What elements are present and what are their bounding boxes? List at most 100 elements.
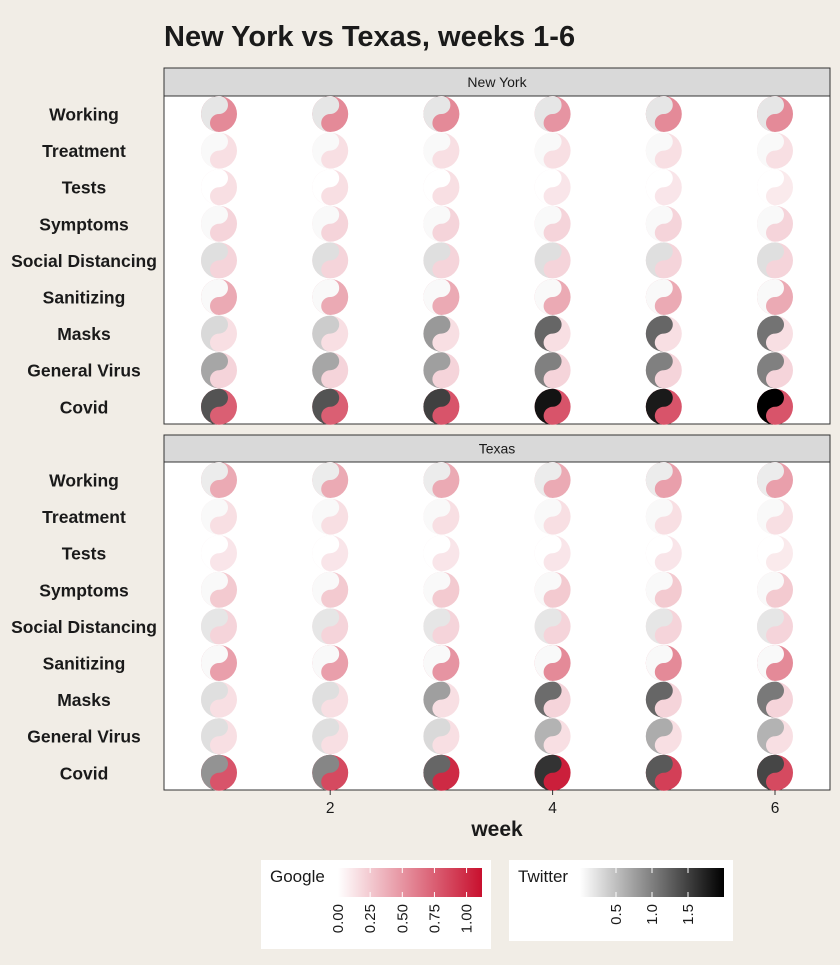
legend-twitter-tick-label-0: 0.5 xyxy=(608,904,625,925)
glyph-texas-general-virus-week-3 xyxy=(423,718,460,755)
glyph-new-york-covid-week-6-twitter-half xyxy=(757,388,784,425)
x-axis: 2 4 6 xyxy=(326,790,779,817)
glyph-new-york-sanitizing-week-2-twitter-half xyxy=(312,279,340,315)
glyph-new-york-working-week-6 xyxy=(757,96,793,132)
glyph-new-york-treatment-week-5-twitter-half xyxy=(645,132,673,169)
glyph-texas-working-week-6 xyxy=(757,462,793,498)
glyph-texas-covid-week-5 xyxy=(645,754,682,791)
glyph-texas-treatment-week-5-twitter-half xyxy=(645,498,673,535)
glyph-texas-symptoms-week-3-twitter-half xyxy=(423,571,451,608)
glyph-new-york-tests-week-2 xyxy=(312,169,349,206)
glyph-new-york-working-week-2-twitter-half xyxy=(312,96,340,132)
glyph-new-york-treatment-week-2-twitter-half xyxy=(312,132,340,169)
legend-google-tick-label-0: 0.00 xyxy=(330,904,347,933)
y-tick-label-texas-treatment: Treatment xyxy=(42,507,126,527)
facet-panels: New York Working Treatment Tests Symptoms Soc… xyxy=(11,67,831,791)
glyph-new-york-masks-week-1-twitter-half xyxy=(201,315,228,352)
glyph-texas-social-distancing-week-3 xyxy=(423,608,460,645)
glyph-texas-social-distancing-week-6 xyxy=(757,608,793,645)
glyph-new-york-tests-week-5 xyxy=(645,169,682,206)
glyph-new-york-symptoms-week-3 xyxy=(423,205,460,242)
glyph-new-york-social-distancing-week-3-twitter-half xyxy=(423,242,451,279)
glyph-texas-masks-week-5-twitter-half xyxy=(645,681,673,718)
glyph-texas-covid-week-1 xyxy=(201,754,237,791)
legend-google-tick-label-2: 0.50 xyxy=(394,904,411,933)
glyph-new-york-masks-week-2 xyxy=(312,315,349,352)
glyph-texas-symptoms-week-5-twitter-half xyxy=(645,571,673,608)
y-tick-label-texas-working: Working xyxy=(49,471,119,491)
facet-new-york: New York Working Treatment Tests Symptoms Soc… xyxy=(11,67,831,425)
glyph-new-york-general-virus-week-1-twitter-half xyxy=(201,352,228,389)
glyph-new-york-symptoms-week-4-twitter-half xyxy=(534,205,562,242)
glyph-texas-tests-week-1 xyxy=(201,535,237,572)
glyph-texas-treatment-week-5 xyxy=(645,498,682,535)
glyph-new-york-social-distancing-week-6 xyxy=(757,242,793,279)
glyph-new-york-sanitizing-week-5 xyxy=(645,279,682,315)
glyph-texas-working-week-6-twitter-half xyxy=(757,462,784,498)
legend-google-title: Google xyxy=(270,867,325,886)
glyph-texas-symptoms-week-2 xyxy=(312,571,349,608)
glyph-texas-masks-week-5 xyxy=(645,681,682,718)
glyph-texas-treatment-week-1 xyxy=(201,498,237,535)
glyph-new-york-treatment-week-3-twitter-half xyxy=(423,132,451,169)
glyph-new-york-tests-week-2-twitter-half xyxy=(312,169,340,206)
glyph-new-york-general-virus-week-4-twitter-half xyxy=(534,352,562,389)
glyph-texas-symptoms-week-4-twitter-half xyxy=(534,571,562,608)
glyph-texas-sanitizing-week-3-twitter-half xyxy=(423,645,451,681)
glyph-new-york-symptoms-week-1-twitter-half xyxy=(201,205,228,242)
glyph-new-york-symptoms-week-6-twitter-half xyxy=(757,205,784,242)
glyph-texas-covid-week-4 xyxy=(534,754,571,791)
glyph-texas-masks-week-4 xyxy=(534,681,571,718)
glyph-texas-tests-week-2 xyxy=(312,535,349,572)
glyph-new-york-symptoms-week-5-twitter-half xyxy=(645,205,673,242)
glyph-texas-general-virus-week-5 xyxy=(645,718,682,755)
glyph-new-york-social-distancing-week-4-twitter-half xyxy=(534,242,562,279)
legend-google-tick-label-1: 0.25 xyxy=(362,904,379,933)
glyph-texas-social-distancing-week-4-twitter-half xyxy=(534,608,562,645)
glyph-new-york-tests-week-6-twitter-half xyxy=(757,169,784,206)
glyph-texas-tests-week-6-twitter-half xyxy=(757,535,784,572)
glyph-new-york-treatment-week-3 xyxy=(423,132,460,169)
glyph-new-york-symptoms-week-1 xyxy=(201,205,237,242)
glyph-texas-social-distancing-week-1-twitter-half xyxy=(201,608,228,645)
glyph-texas-general-virus-week-3-twitter-half xyxy=(423,718,451,755)
glyph-new-york-social-distancing-week-2 xyxy=(312,242,349,279)
y-tick-label-texas-covid: Covid xyxy=(60,763,109,783)
glyph-texas-symptoms-week-4 xyxy=(534,571,571,608)
glyph-texas-covid-week-1-twitter-half xyxy=(201,754,228,791)
glyph-texas-sanitizing-week-2-twitter-half xyxy=(312,645,340,681)
glyph-texas-working-week-2-twitter-half xyxy=(312,462,340,498)
y-tick-label-new-york-masks: Masks xyxy=(57,324,111,344)
y-tick-label-new-york-tests: Tests xyxy=(62,178,107,198)
glyph-texas-working-week-2 xyxy=(312,462,349,498)
glyph-new-york-masks-week-3-twitter-half xyxy=(423,315,451,352)
glyph-texas-tests-week-1-twitter-half xyxy=(201,535,228,572)
glyph-texas-social-distancing-week-2-twitter-half xyxy=(312,608,340,645)
glyph-texas-social-distancing-week-5 xyxy=(645,608,682,645)
glyph-new-york-tests-week-4-twitter-half xyxy=(534,169,562,206)
glyph-texas-social-distancing-week-2 xyxy=(312,608,349,645)
glyph-new-york-social-distancing-week-4 xyxy=(534,242,571,279)
glyph-texas-masks-week-2-twitter-half xyxy=(312,681,340,718)
glyph-texas-treatment-week-6 xyxy=(757,498,793,535)
glyph-texas-social-distancing-week-1 xyxy=(201,608,237,645)
legend-google-colorbar xyxy=(338,868,482,897)
glyph-new-york-general-virus-week-2-twitter-half xyxy=(312,352,340,389)
glyph-texas-symptoms-week-2-twitter-half xyxy=(312,571,340,608)
glyph-texas-treatment-week-3-twitter-half xyxy=(423,498,451,535)
glyph-new-york-tests-week-5-twitter-half xyxy=(645,169,673,206)
glyph-texas-masks-week-3 xyxy=(423,681,460,718)
facet-panel-texas xyxy=(163,461,831,791)
glyph-new-york-sanitizing-week-2 xyxy=(312,279,349,315)
glyph-new-york-working-week-5-twitter-half xyxy=(645,96,673,132)
x-tick-label-4: 4 xyxy=(548,800,557,817)
glyph-texas-general-virus-week-4-twitter-half xyxy=(534,718,562,755)
glyph-new-york-general-virus-week-5-twitter-half xyxy=(645,352,673,389)
glyph-texas-symptoms-week-1 xyxy=(201,571,237,608)
glyph-texas-working-week-1-twitter-half xyxy=(201,462,228,498)
glyph-texas-covid-week-4-twitter-half xyxy=(534,754,562,791)
glyph-texas-covid-week-5-twitter-half xyxy=(645,754,673,791)
glyph-new-york-covid-week-2-twitter-half xyxy=(312,388,340,425)
x-tick-label-2: 2 xyxy=(326,800,335,817)
glyph-texas-sanitizing-week-4 xyxy=(534,645,571,681)
